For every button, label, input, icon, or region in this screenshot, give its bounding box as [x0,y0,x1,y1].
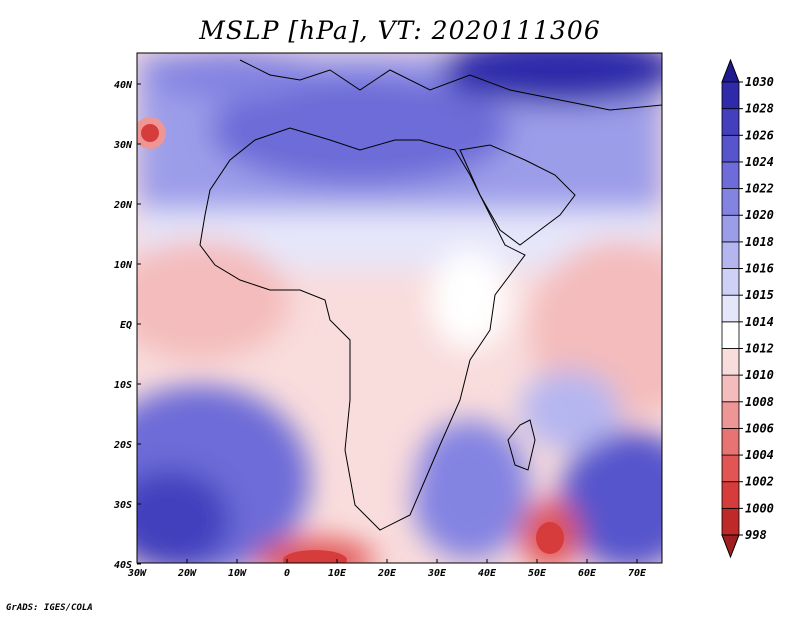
colorbar-box [721,321,740,349]
lon-tick-label: 20E [377,568,397,579]
colorbar-box [721,428,740,456]
lat-tick-label: 20N [113,200,133,211]
colorbar-label: 1015 [745,288,774,302]
lat-tick-label: 10N [114,260,133,271]
colorbar-label: 1006 [745,421,774,435]
colorbar-box [721,161,740,189]
colorbar-box [721,481,740,509]
colorbar-label: 1022 [745,182,774,196]
field-north-atlantic [150,53,310,100]
lat-tick-label: 40N [114,80,133,91]
colorbar-label: 1008 [745,395,774,409]
lat-tick-label: 30S [113,500,132,511]
colorbar-box [721,454,740,483]
colorbar-box [721,401,740,429]
colorbar-label: 1004 [745,448,774,462]
lat-tick-label: 10S [114,380,132,391]
lon-tick-label: 10W [228,568,247,579]
colorbar-box [721,188,740,216]
field-cape-low-core [283,550,347,563]
africa-coastline [199,127,526,531]
colorbar-triangle-min [721,534,740,559]
colorbar-triangle-max [721,58,740,83]
lat-tick-label: EQ [120,320,132,331]
colorbar-label: 1000 [745,501,774,515]
arabia-coastline [459,144,576,246]
colorbar-label: 1018 [745,235,774,249]
colorbar-label: 1014 [745,315,774,329]
lon-tick-label: 50E [528,568,547,579]
lon-tick-label: 60E [578,568,597,579]
map-title: MSLP [hPa], VT: 2020111306 [199,16,601,45]
colorbar-box [721,268,740,296]
colorbar-box [721,108,740,136]
lat-tick-label: 20S [113,440,132,451]
field-kalahari [345,430,415,510]
colorbar-label: 998 [745,528,767,542]
lon-tick-label: 30E [427,568,447,579]
field-south-indian-high [560,430,662,563]
field-atlantic-low-core [141,124,159,142]
colorbar-box [721,507,740,536]
colorbar-label: 1030 [745,75,774,89]
plot-frame [136,52,663,564]
colorbar-box [721,214,740,243]
field-south-atlantic-core [137,470,230,563]
colorbar-label: 1026 [745,128,774,142]
field-madagascar [520,370,620,450]
colorbar-boxes: 998 1000 1002 1004 1006 1008 1010 1012 1014 1015 1… [721,58,774,559]
colorbar-label: 1012 [745,341,774,355]
credit-text: GrADS: IGES/COLA [6,603,93,613]
colorbar-box [721,134,740,163]
lon-tick-label: 70E [628,568,647,579]
colorbar-box [721,81,740,110]
field-eurasian-high [440,53,662,105]
colorbar-label: 1020 [745,208,774,222]
lat-tick-label: 40S [114,560,132,571]
colorbar-label: 1024 [745,155,774,169]
colorbar-box [721,374,740,403]
field-east-africa [430,250,510,350]
colorbar-box [721,241,740,269]
lon-tick-label: 0 [284,568,290,579]
colorbar-label: 1016 [745,262,774,276]
colorbar-label: 1028 [745,102,774,116]
pressure-field [137,53,662,563]
lat-tick-label: 30N [113,140,133,151]
madagascar-coastline [507,419,536,471]
field-saharan-high [210,75,510,185]
lon-tick-label: 30W [127,568,147,579]
colorbar-label: 1002 [745,475,774,489]
europe-coastline [239,59,662,111]
field-indian-low-core [536,522,564,554]
field-atlantic-eq [137,240,290,360]
colorbar-label: 1010 [745,368,774,382]
lon-tick-label: 20W [177,568,197,579]
lon-tick-label: 40E [478,568,497,579]
colorbar-box [721,294,740,323]
colorbar-box [721,348,740,376]
lon-tick-label: 10E [328,568,347,579]
axis-ticks: 30W 20W 10W 0 10E 20E 30E 40E 50E 60E 70E 40N 30N 20N… [113,80,647,579]
field-mozambique-high [410,420,530,560]
